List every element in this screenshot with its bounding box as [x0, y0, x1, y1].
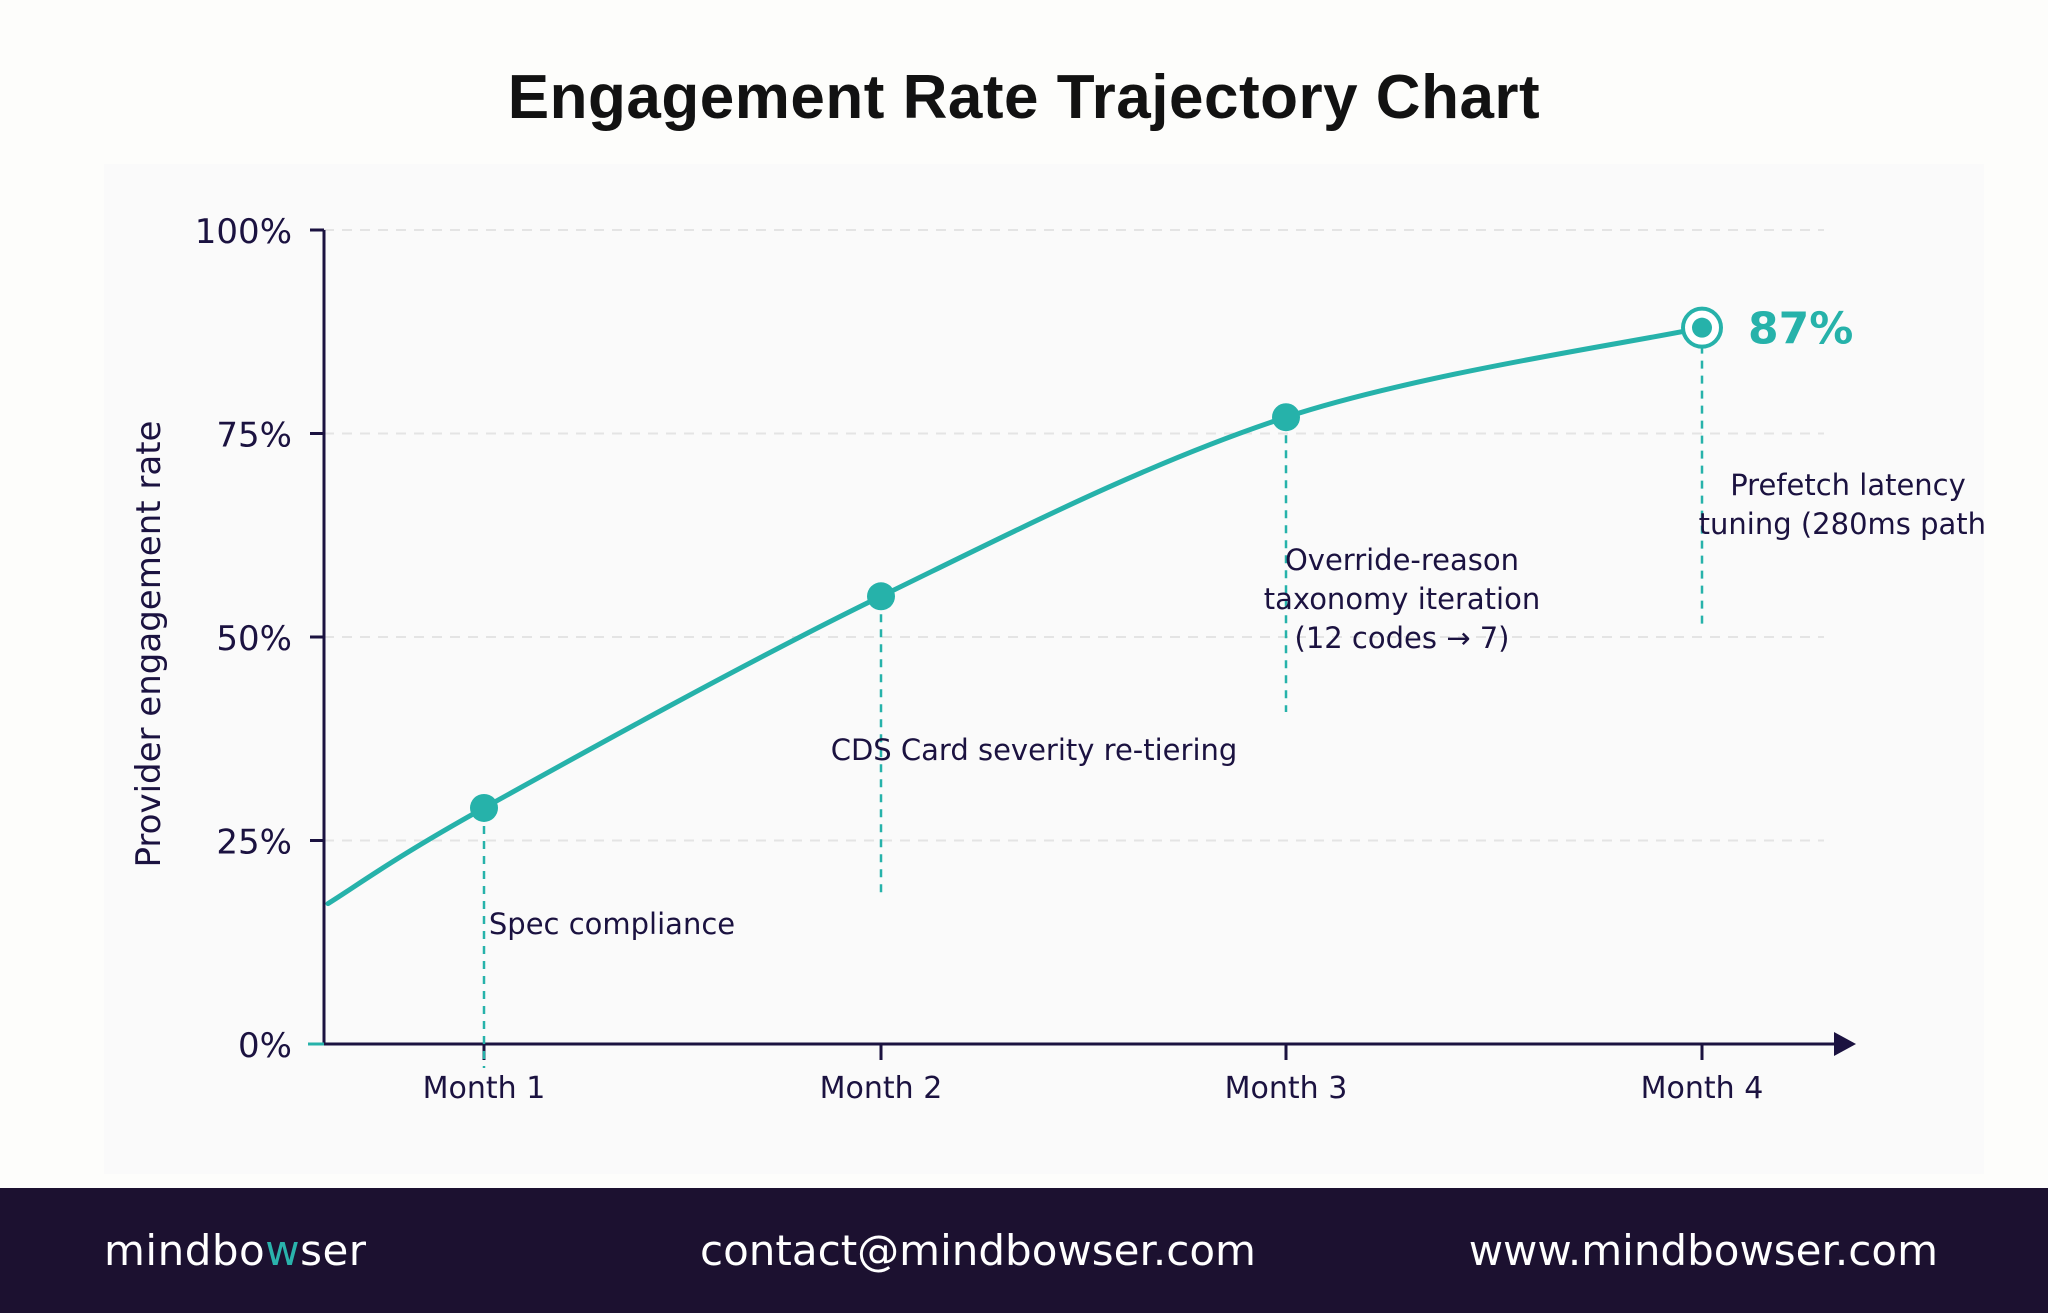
- annotation-line: CDS Card severity re-tiering: [831, 733, 1238, 767]
- brand-logo-part1: mindbo: [104, 1226, 266, 1275]
- data-point: [867, 582, 895, 611]
- brand-logo-part2: ser: [300, 1226, 367, 1275]
- annotation-line: Prefetch latency: [1730, 468, 1966, 502]
- x-ticks: Month 1 Month 2 Month 3 Month 4: [423, 1044, 1764, 1106]
- data-points: [470, 306, 1723, 822]
- grid-lines: [324, 229, 1824, 842]
- annotation-label: Override-reason taxonomy iteration (12 cod…: [1264, 543, 1540, 655]
- x-axis-arrow-icon: [1834, 1032, 1856, 1056]
- data-point: [470, 793, 498, 822]
- footer-bar: mindbowser contact@mindbowser.com www.mi…: [0, 1188, 2048, 1313]
- y-tick-label: 0%: [238, 1026, 292, 1066]
- x-tick-label: Month 1: [423, 1071, 546, 1106]
- engagement-chart: 0%25%50%75%100% Month 1 Month 2 Month 3 Mon…: [129, 212, 1984, 1106]
- annotation-line: tuning (280ms path): [1699, 507, 1984, 541]
- y-axis-label: Provider engagement rate: [129, 421, 169, 868]
- y-tick-label: 75%: [216, 416, 292, 456]
- annotations: Spec compliance CDS Card severity re-tier…: [482, 345, 1984, 1068]
- x-tick-label: Month 3: [1225, 1071, 1348, 1106]
- annotation-line: (12 codes → 7): [1295, 621, 1510, 655]
- annotation-label: Spec compliance: [489, 907, 735, 941]
- y-ticks: 0% 25% 50% 75% 100%: [195, 212, 324, 1066]
- annotation-line: Spec compliance: [489, 907, 735, 941]
- annotation-line: taxonomy iteration: [1264, 582, 1540, 616]
- contact-email-link[interactable]: contact@mindbowser.com: [700, 1226, 1256, 1275]
- final-value-label: 87%: [1748, 304, 1853, 355]
- brand-logo: mindbowser: [104, 1228, 367, 1274]
- chart-title: Engagement Rate Trajectory Chart: [507, 63, 1541, 132]
- chart-panel: 0% 25% 50% 75% 100% Month 1 Month 2 Month 3 Mon…: [104, 164, 1984, 1174]
- annotation-line: Override-reason: [1285, 543, 1519, 577]
- data-point: [1692, 317, 1712, 338]
- data-point: [1272, 403, 1300, 432]
- website-link[interactable]: www.mindbowser.com: [1468, 1226, 1938, 1275]
- y-tick-label: 25%: [216, 823, 292, 863]
- y-tick-label: 50%: [216, 619, 292, 659]
- annotation-label: CDS Card severity re-tiering: [831, 733, 1238, 767]
- x-tick-label: Month 4: [1641, 1071, 1764, 1106]
- x-tick-label: Month 2: [820, 1071, 943, 1106]
- brand-logo-accent: w: [265, 1226, 301, 1275]
- y-tick-label: 100%: [195, 212, 292, 252]
- annotation-label: Prefetch latency tuning (280ms path): [1699, 468, 1984, 541]
